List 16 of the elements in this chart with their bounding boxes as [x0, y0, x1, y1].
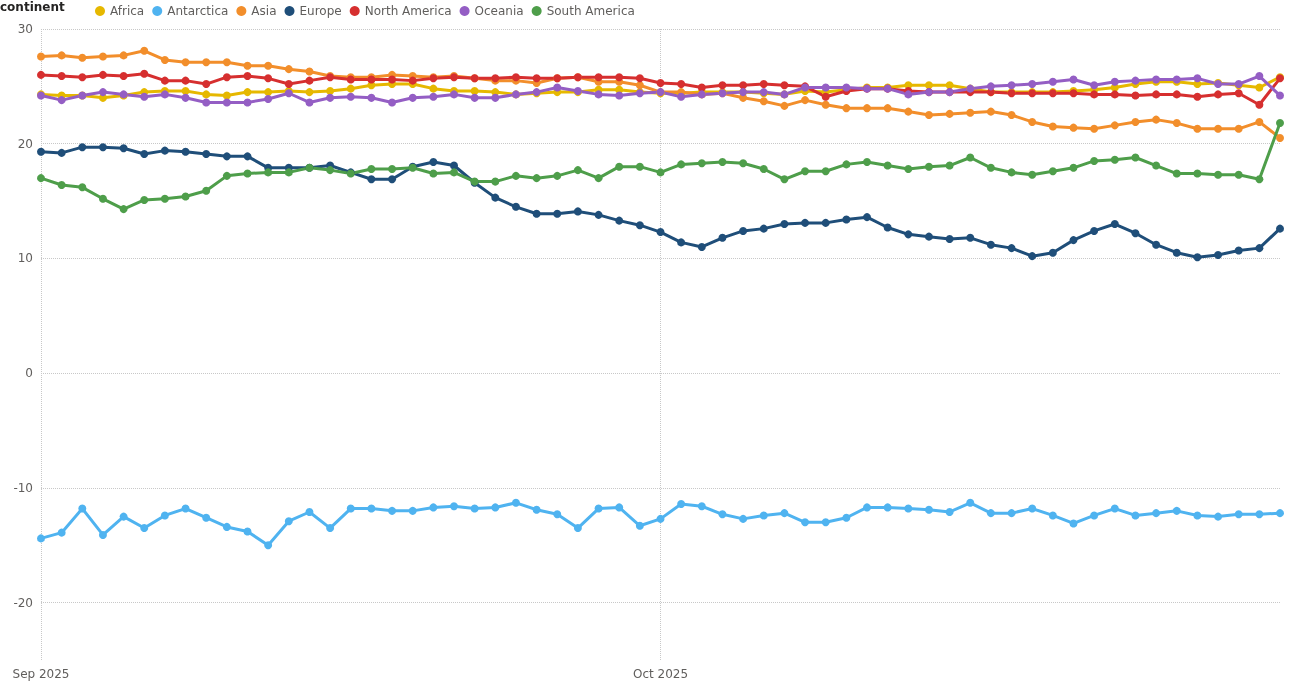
y-tick-label: 20 — [17, 136, 33, 151]
x-tick-label: Oct 2025 — [632, 667, 689, 681]
legend-label: South America — [546, 4, 635, 18]
y-tick-label: -10 — [13, 480, 33, 495]
y-tick-label: 30 — [17, 22, 33, 36]
legend-label: Antarctica — [167, 4, 229, 18]
y-tick-label: -20 — [13, 595, 33, 610]
legend-title: continent — [0, 0, 65, 14]
y-tick-label: 0 — [25, 366, 33, 381]
legend-label: Africa — [110, 4, 145, 18]
legend-label: Oceania — [474, 4, 524, 18]
x-tick-label: Sep 2025 — [12, 667, 70, 681]
legend-label: Asia — [251, 4, 277, 18]
y-tick-label: 10 — [17, 251, 33, 266]
legend-label: Europe — [299, 4, 342, 18]
legend-label: North America — [364, 4, 452, 18]
